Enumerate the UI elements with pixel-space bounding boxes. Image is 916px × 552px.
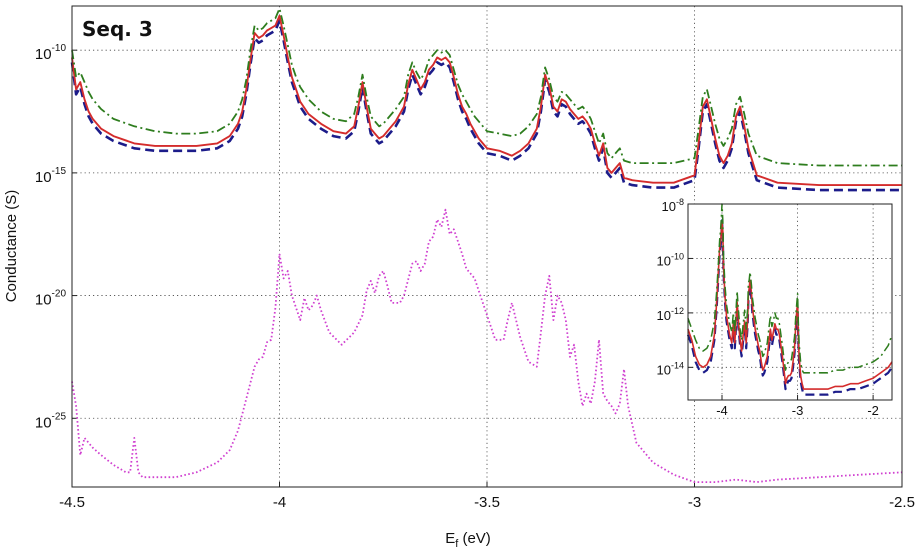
x-axis-label-main: E xyxy=(445,530,455,547)
main-series-dotted xyxy=(71,208,903,483)
main-x-tick-label: -4 xyxy=(273,494,286,511)
main-y-tick-exponent: -10 xyxy=(52,43,67,54)
main-x-tick-labels: -4.5 -4 -3.5 -3 -2.5 xyxy=(59,494,915,511)
main-series-solid xyxy=(71,14,902,187)
inset-y-tick-exponent: -14 xyxy=(671,360,684,370)
main-x-tick-label: -3.5 xyxy=(474,494,500,511)
inset-background xyxy=(688,204,892,400)
inset-y-tick-label: 10-12 xyxy=(657,306,684,323)
main-y-tick-exponent: -15 xyxy=(52,166,67,177)
x-axis-label-subscript: f xyxy=(455,538,459,550)
inset-y-tick-base: 10 xyxy=(662,199,676,214)
inset-series-group xyxy=(686,203,893,396)
main-plot-frame xyxy=(71,5,903,488)
main-y-tick-exponent: -25 xyxy=(52,411,67,422)
inset-y-tick-base: 10 xyxy=(657,362,671,377)
main-y-tick-label: 10-25 xyxy=(35,411,67,431)
inset-series-dashdot xyxy=(687,203,893,374)
inset-x-tick-label: -3 xyxy=(792,403,804,418)
inset-y-tick-label: 10-10 xyxy=(657,251,684,268)
inset-series-solid xyxy=(687,222,893,390)
main-y-tick-base: 10 xyxy=(35,169,52,186)
main-y-tick-label: 10-20 xyxy=(35,289,67,309)
y-axis-label: Conductance (S) xyxy=(3,190,20,303)
main-series-group xyxy=(70,7,903,483)
inset-y-tick-label: 10-14 xyxy=(657,360,684,377)
inset-y-tick-exponent: -10 xyxy=(671,251,684,261)
main-y-tick-label: 10-15 xyxy=(35,166,67,186)
x-axis-label: Ef (eV) xyxy=(445,530,491,550)
inset-y-tick-exponent: -8 xyxy=(676,197,684,207)
main-y-tick-exponent: -20 xyxy=(52,289,67,300)
main-x-tick-label: -2.5 xyxy=(889,494,915,511)
main-y-tick-label: 10-10 xyxy=(35,43,67,63)
inset-y-tick-exponent: -12 xyxy=(671,306,684,316)
inset-x-tick-labels: -4 -3 -2 xyxy=(716,403,879,418)
main-x-tick-label: -4.5 xyxy=(59,494,85,511)
x-axis-label-unit: (eV) xyxy=(458,530,491,547)
main-y-tick-base: 10 xyxy=(35,414,52,431)
chart-title: Seq. 3 xyxy=(82,17,153,41)
inset-plot-frame xyxy=(687,203,893,401)
inset-y-tick-label: 10-8 xyxy=(662,197,684,214)
main-y-tick-base: 10 xyxy=(35,46,52,63)
inset-x-tick-label: -4 xyxy=(716,403,728,418)
inset-y-tick-base: 10 xyxy=(657,253,671,268)
inset-x-tick-label: -2 xyxy=(867,403,879,418)
main-x-tick-label: -3 xyxy=(688,494,701,511)
main-series-dashdot xyxy=(71,7,902,167)
main-y-tick-base: 10 xyxy=(35,292,52,309)
main-series-dashed xyxy=(70,19,902,192)
inset-grid xyxy=(688,203,892,400)
inset-y-tick-base: 10 xyxy=(657,308,671,323)
